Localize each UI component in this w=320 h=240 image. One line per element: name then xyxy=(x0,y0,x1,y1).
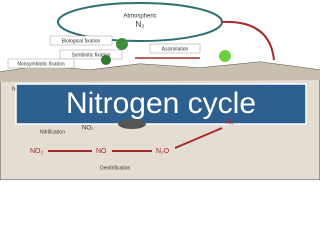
no2-top: NO₂ xyxy=(82,126,94,132)
no2: NO₂ xyxy=(30,148,44,155)
diagram: Atmospheric N₂ Biological fixation Symbi… xyxy=(0,0,320,180)
denitrification: Denitrification xyxy=(100,165,131,171)
box xyxy=(7,58,75,69)
animal xyxy=(219,50,231,62)
title: Nitrogen cycle xyxy=(66,87,256,120)
return-arrow xyxy=(221,20,275,61)
plant xyxy=(116,38,128,50)
box xyxy=(59,49,123,60)
no: NO xyxy=(96,148,107,155)
atmosphere-formula: N₂ xyxy=(136,20,145,29)
title-banner xyxy=(15,83,307,125)
arrow xyxy=(174,127,223,149)
plant xyxy=(101,55,111,65)
bacteria xyxy=(118,119,146,129)
assimilation: Assimilation xyxy=(162,46,189,52)
atmosphere-label: Atmospheric xyxy=(123,14,156,20)
n2o: N₂O xyxy=(156,148,170,155)
biological-fixation: Biological fixation xyxy=(62,38,101,44)
box xyxy=(49,35,113,46)
topsoil xyxy=(0,62,320,82)
nitrification: Nitrification xyxy=(40,129,65,135)
nonsymbiotic-fixation: Nonsymbiotic fixation xyxy=(17,61,64,67)
n2: N₂ xyxy=(226,119,234,126)
symbiotic-fixation: Symbiotic fixation xyxy=(72,52,111,58)
box xyxy=(149,43,201,54)
